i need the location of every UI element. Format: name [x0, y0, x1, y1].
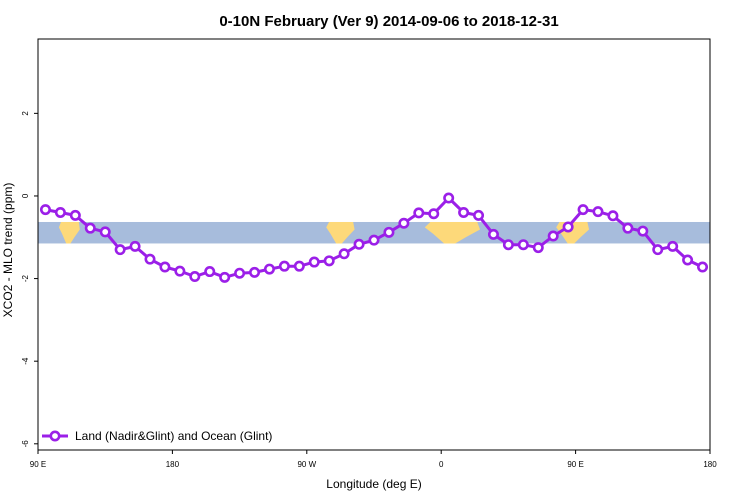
data-point: [159, 261, 171, 273]
data-point: [637, 225, 649, 237]
x-axis-label: Longitude (deg E): [326, 477, 421, 491]
data-point: [697, 261, 709, 273]
data-point: [129, 240, 141, 252]
data-point: [293, 260, 305, 272]
data-point: [458, 206, 470, 218]
data-point: [487, 228, 499, 240]
data-point: [652, 244, 664, 256]
x-tick-label-5: 180: [703, 460, 717, 469]
data-point: [114, 244, 126, 256]
data-point: [428, 208, 440, 220]
land-segment-1: [326, 221, 355, 244]
data-point: [278, 260, 290, 272]
x-tick-label-4: 90 E: [567, 460, 583, 469]
data-point: [234, 267, 246, 279]
x-tick-label-1: 180: [166, 460, 180, 469]
land-segment-0: [58, 221, 80, 244]
y-axis-label: XCO2 - MLO trend (ppm): [1, 183, 15, 318]
data-point: [99, 226, 111, 238]
data-point: [308, 256, 320, 268]
data-point: [219, 271, 231, 283]
x-tick-label-3: 0: [439, 460, 444, 469]
series-layer: [39, 192, 709, 283]
data-point: [249, 266, 261, 278]
chart-title: 0-10N February (Ver 9) 2014-09-06 to 201…: [219, 13, 558, 30]
data-point: [189, 271, 201, 283]
data-point: [54, 206, 66, 218]
plot-frame: [37, 38, 711, 451]
data-point: [398, 217, 410, 229]
data-point: [443, 192, 455, 204]
data-point: [577, 204, 589, 216]
y-tick-label-2: -2: [21, 274, 30, 282]
data-point: [174, 265, 186, 277]
data-point: [562, 221, 574, 233]
legend-label: Land (Nadir&Glint) and Ocean (Glint): [75, 429, 272, 443]
data-point: [39, 204, 51, 216]
data-point: [144, 253, 156, 265]
data-point: [204, 266, 216, 278]
ocean-band: [38, 221, 710, 244]
legend-marker-swatch: [49, 430, 61, 442]
data-point: [473, 209, 485, 221]
data-point: [323, 255, 335, 267]
y-tick-label-3: 0: [21, 193, 30, 198]
data-point: [517, 239, 529, 251]
data-point: [607, 210, 619, 222]
data-point: [502, 239, 514, 251]
x-tick-label-0: 90 E: [30, 460, 46, 469]
data-point: [667, 240, 679, 252]
data-point: [368, 234, 380, 246]
y-tick-label-1: -4: [21, 357, 30, 365]
data-point: [532, 242, 544, 254]
plot-border: [37, 38, 711, 451]
data-point: [338, 248, 350, 260]
data-point: [353, 238, 365, 250]
data-point: [383, 226, 395, 238]
y-tick-label-4: 2: [21, 111, 30, 116]
data-point: [263, 263, 275, 275]
data-point: [69, 209, 81, 221]
data-point: [682, 254, 694, 266]
data-point: [592, 206, 604, 218]
data-point: [413, 207, 425, 219]
legend: Land (Nadir&Glint) and Ocean (Glint): [42, 429, 272, 443]
x-tick-label-2: 90 W: [297, 460, 316, 469]
y-axis: -6 -4 -2 0 2: [21, 111, 38, 448]
land-segment-2: [424, 221, 481, 244]
y-tick-label-0: -6: [21, 440, 30, 448]
data-point: [622, 222, 634, 234]
data-point: [84, 222, 96, 234]
data-point: [547, 230, 559, 242]
x-axis: 90 E 180 90 W 0 90 E 180: [30, 450, 717, 469]
